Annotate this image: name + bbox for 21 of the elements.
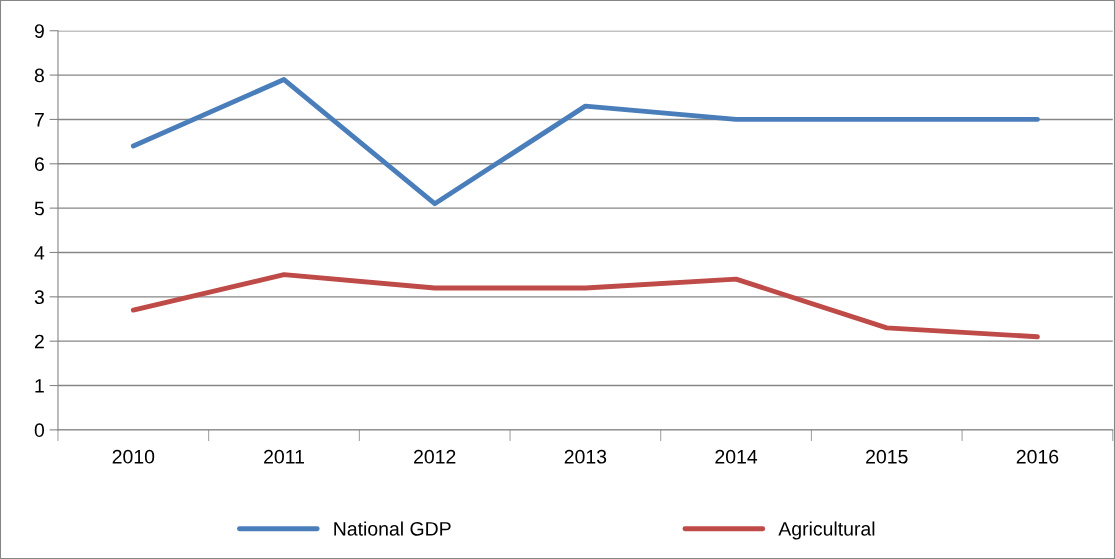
x-tick-label: 2016 [1016,449,1059,464]
y-tick-label: 3 [34,290,44,305]
legend-label: National GDP [334,521,451,536]
x-tick-label: 2012 [414,449,456,464]
y-tick-label: 7 [34,113,44,127]
legend-label: Agricultural [778,521,875,540]
x-tick-label: 2010 [112,449,155,464]
x-tick-label: 2013 [564,449,607,464]
line-series [130,77,1040,207]
y-tick-label: 0 [34,423,45,438]
y-tick-label: 6 [34,157,44,172]
y-tick-label: 1 [35,379,44,393]
y-tick-label: 8 [34,68,44,83]
y-tick-label: 5 [34,201,44,216]
y-tick-label: 2 [34,334,44,349]
line-series [130,272,1040,340]
y-tick-label: 9 [34,24,44,38]
y-tick-label: 4 [34,246,45,260]
x-tick-label: 2011 [264,449,304,464]
x-tick-label: 2014 [715,449,758,464]
x-tick-label: 2015 [866,449,908,464]
